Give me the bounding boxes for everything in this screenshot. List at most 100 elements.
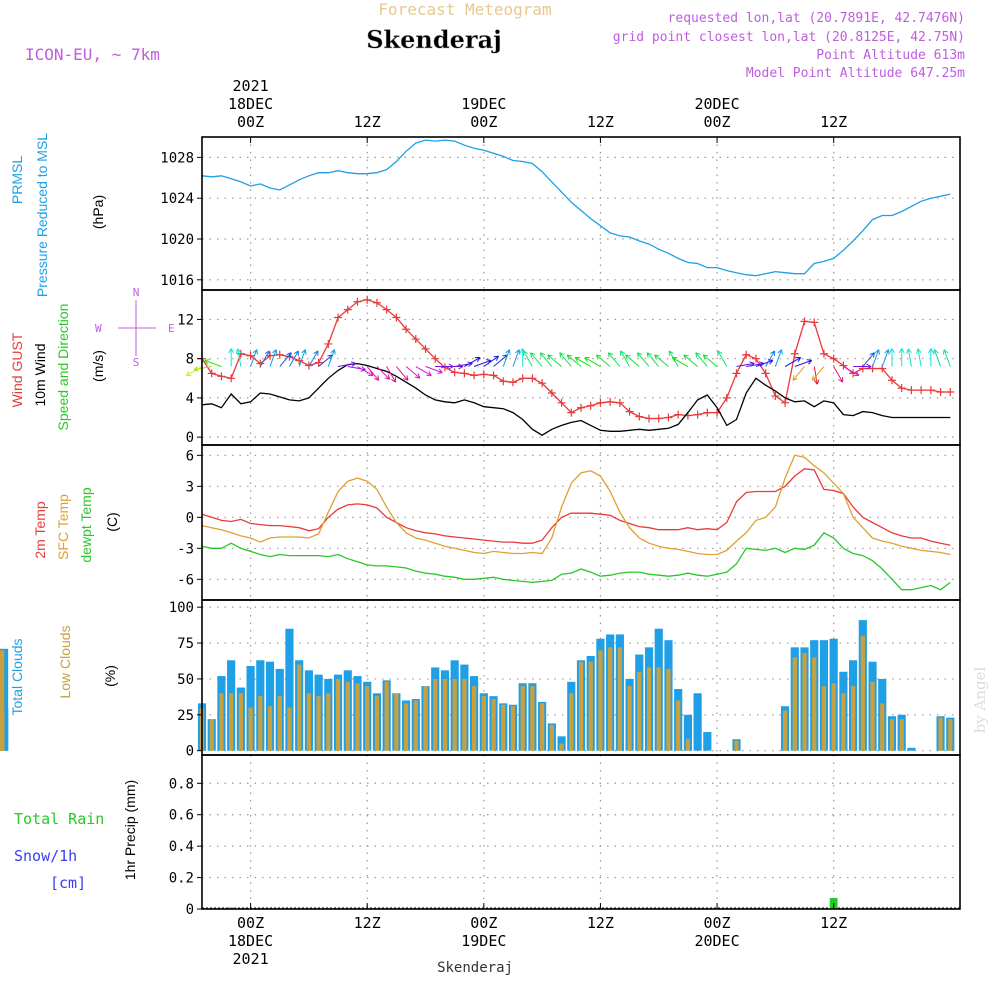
wind-vector-head: [668, 350, 674, 356]
gust-point: [470, 371, 479, 380]
wind-label: 10m Wind: [32, 343, 48, 406]
low-clouds-bar: [433, 678, 438, 751]
gust-point: [635, 412, 644, 421]
low-clouds-bar: [374, 696, 380, 751]
gust-point: [771, 391, 780, 400]
gust-point: [897, 384, 906, 393]
low-clouds-bar: [238, 693, 244, 751]
low-clouds-bar: [948, 719, 953, 751]
wind-vector-head: [493, 355, 500, 361]
gust-point: [810, 318, 819, 327]
wind-vector-head: [636, 352, 643, 358]
low-clouds-bar: [394, 693, 399, 751]
wind-vector-head: [625, 354, 631, 360]
gust-point: [790, 349, 799, 358]
low-clouds-bar: [899, 719, 904, 751]
gust-point: [625, 407, 634, 416]
point-altitude: Point Altitude 613m: [816, 48, 965, 63]
gust-point: [547, 389, 556, 398]
total-clouds-bar: [683, 714, 692, 751]
wind-vector: [493, 354, 508, 367]
y-tick-label: 0: [186, 902, 194, 918]
low-clouds-bar: [258, 696, 263, 751]
low-clouds-bar: [598, 650, 603, 751]
gust-point: [314, 358, 323, 367]
wind-vector-head: [792, 375, 798, 381]
wind-vector-head: [933, 349, 939, 355]
gust-point: [761, 369, 770, 378]
wind-vector: [395, 366, 409, 381]
gust-point: [285, 352, 294, 361]
wind-vector: [539, 352, 553, 367]
wind-vector-head: [777, 349, 783, 355]
gust-point: [372, 298, 381, 307]
gust-point: [887, 376, 896, 385]
wind-vector: [637, 352, 650, 367]
low-clouds-bar: [520, 686, 525, 751]
wind-vector: [298, 349, 306, 367]
wind-vector-head: [866, 363, 872, 370]
temp2m-label: 2m Temp: [32, 501, 48, 559]
wind-vector-head: [539, 352, 546, 358]
compass-s: S: [133, 356, 140, 369]
y-tick-label: 3: [186, 479, 194, 495]
wind-vector-head: [330, 349, 336, 355]
wind-vector: [483, 355, 499, 367]
gust-point: [217, 372, 226, 381]
gust-point: [664, 413, 673, 422]
wind-vector-head: [384, 374, 391, 380]
wind-vector: [765, 350, 776, 367]
total-clouds-bar: [693, 693, 702, 751]
compass-n: N: [133, 286, 140, 299]
gust-point: [800, 317, 809, 326]
wind-vector-head: [869, 352, 875, 358]
low-clouds-bar: [627, 686, 632, 751]
gust-point: [703, 408, 712, 417]
prmsl-line: [201, 139, 951, 277]
wind-vector-head: [264, 350, 270, 356]
wind-vector-head: [286, 352, 292, 358]
gust-point: [907, 386, 916, 395]
low-clouds-bar: [569, 693, 574, 751]
gust-point: [936, 388, 945, 397]
wind-vector: [522, 350, 533, 367]
y-tick-label: 12: [177, 312, 194, 328]
bottom-time-label: 18DEC: [228, 932, 273, 950]
gust-point: [781, 398, 790, 407]
gust-point: [693, 410, 702, 419]
low-clouds-bar: [481, 696, 486, 751]
wind-vector-head: [414, 373, 421, 379]
low-clouds-bar: [365, 686, 370, 751]
low-clouds-bar: [442, 678, 448, 751]
wind-vector: [872, 349, 880, 367]
wind-vector: [376, 366, 391, 380]
wind-vector-head: [695, 352, 701, 358]
low-clouds-bar: [734, 740, 739, 751]
wind-vector-head: [838, 377, 844, 383]
total-clouds-bar: [907, 747, 916, 751]
wind-vector-head: [702, 354, 709, 360]
wind-vector-head: [853, 370, 860, 377]
wind-vector: [559, 352, 572, 367]
y-tick-label: 100: [169, 600, 194, 616]
gust-point: [567, 408, 576, 417]
wind-vector-head: [547, 354, 553, 360]
y-tick-label: 4: [186, 391, 194, 407]
wind-vector: [530, 352, 543, 367]
sfctemp-label: SFC Temp: [55, 494, 71, 560]
low-clouds-bar: [608, 647, 613, 751]
wind-vector: [204, 359, 222, 367]
pressure-unit: (hPa): [90, 195, 106, 229]
low-clouds-bar: [297, 664, 302, 751]
total-clouds-bar: [285, 628, 294, 751]
low-clouds-bar: [870, 681, 875, 751]
wind-vector-head: [671, 357, 678, 363]
gust-point: [732, 369, 741, 378]
gust-point: [829, 354, 838, 363]
wind-vector-head: [607, 352, 614, 358]
low-clouds-bar: [646, 667, 652, 751]
gust-label: Wind GUST: [9, 332, 25, 407]
gust-point: [450, 368, 459, 377]
wind-vector-head: [595, 354, 602, 360]
y-tick-label: 0: [186, 430, 194, 446]
